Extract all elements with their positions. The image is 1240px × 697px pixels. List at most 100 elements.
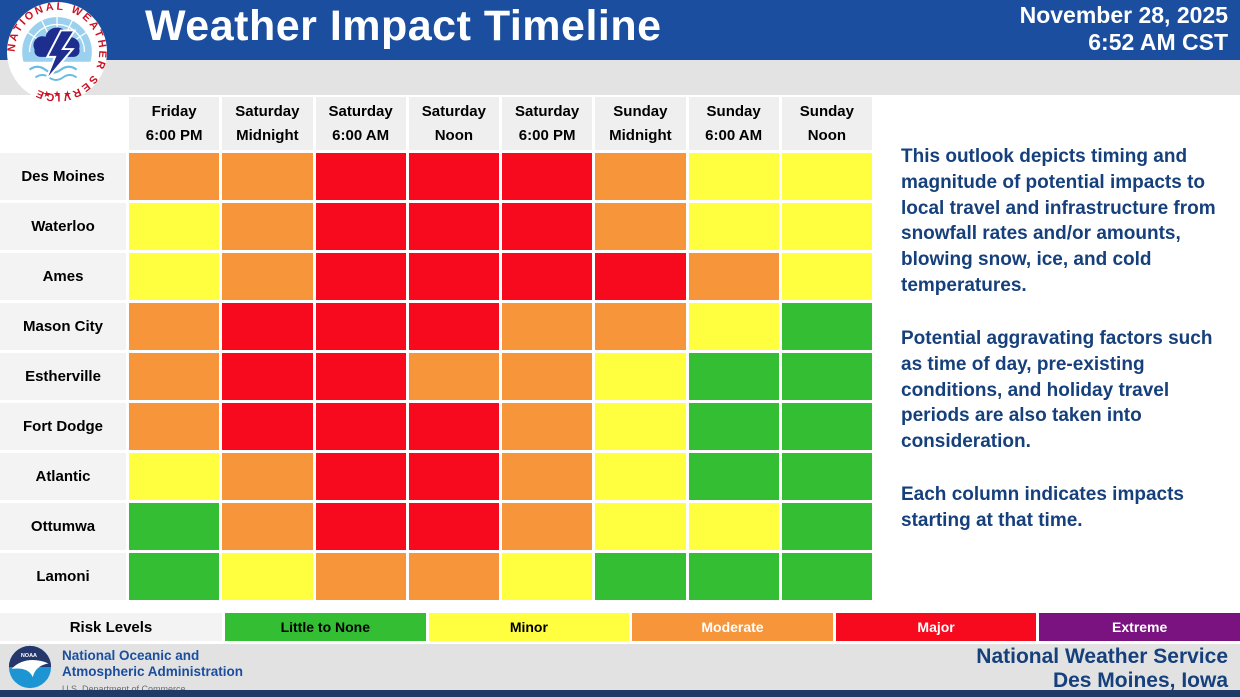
impact-cell	[315, 253, 406, 300]
bottom-accent-strip	[0, 690, 1240, 697]
impact-cell	[408, 353, 499, 400]
impact-cell	[129, 503, 220, 550]
impact-cell	[408, 253, 499, 300]
row-label: Fort Dodge	[0, 403, 126, 450]
impact-cell	[781, 403, 872, 450]
impact-cell	[129, 453, 220, 500]
column-header-time: 6:00 AM	[332, 127, 390, 144]
impact-cell	[688, 253, 779, 300]
row-label: Atlantic	[0, 453, 126, 500]
issue-date: November 28, 2025	[1019, 2, 1228, 28]
legend-swatch-little-to-none: Little to None	[225, 613, 426, 641]
column-header: Sunday 6:00 AM	[688, 97, 779, 150]
impact-cell	[222, 353, 313, 400]
impact-cell	[315, 403, 406, 450]
agency-line1: National Oceanic and	[62, 648, 200, 663]
column-header: Sunday Noon	[781, 97, 872, 150]
impact-cell	[781, 253, 872, 300]
impact-cell	[781, 153, 872, 200]
impact-cell	[408, 503, 499, 550]
impact-cell	[129, 353, 220, 400]
impact-cell	[129, 553, 220, 600]
legend-swatch-moderate: Moderate	[632, 613, 833, 641]
agency-line2: Atmospheric Administration	[62, 664, 244, 680]
impact-cell	[781, 303, 872, 350]
impact-cell	[502, 153, 593, 200]
column-header-time: 6:00 AM	[705, 127, 763, 144]
impact-cell	[688, 503, 779, 550]
impact-cell	[408, 303, 499, 350]
risk-legend: Risk Levels Little to None Minor Moderate M…	[0, 613, 1240, 641]
impact-cell	[688, 153, 779, 200]
impact-cell	[781, 553, 872, 600]
impact-cell	[502, 453, 593, 500]
column-header: Sunday Midnight	[595, 97, 686, 150]
impact-cell	[781, 503, 872, 550]
agency-name: National Oceanic and Atmospheric Adminis…	[62, 648, 243, 695]
grid-corner	[0, 97, 126, 150]
row-label: Waterloo	[0, 203, 126, 250]
impact-cell	[315, 303, 406, 350]
column-header-time: 6:00 PM	[145, 127, 203, 144]
impact-cell	[222, 303, 313, 350]
impact-cell	[222, 453, 313, 500]
impact-cell	[688, 403, 779, 450]
column-header-day: Sunday	[706, 103, 761, 120]
column-header-day: Friday	[151, 103, 197, 120]
impact-cell	[502, 553, 593, 600]
column-header-day: Saturday	[235, 103, 300, 120]
impact-cell	[502, 403, 593, 450]
column-header-day: Sunday	[799, 103, 854, 120]
impact-cell	[408, 553, 499, 600]
impact-cell	[408, 453, 499, 500]
row-label: Ottumwa	[0, 503, 126, 550]
legend-swatch-major: Major	[835, 613, 1037, 641]
page-title: Weather Impact Timeline	[145, 2, 662, 50]
noaa-logo-icon: NOAA	[8, 645, 52, 689]
impact-cell	[408, 153, 499, 200]
column-header-time: Midnight	[236, 127, 299, 144]
svg-text:★ ★ ★: ★ ★ ★	[43, 89, 72, 99]
impact-cell	[595, 153, 686, 200]
column-header-day: Saturday	[421, 103, 486, 120]
impact-cell	[781, 453, 872, 500]
impact-cell	[595, 453, 686, 500]
impact-cell	[688, 203, 779, 250]
nws-seal-icon: NATIONAL WEATHER SERVICE ★ ★ ★	[6, 1, 108, 103]
impact-cell	[595, 303, 686, 350]
column-header-time: 6:00 PM	[518, 127, 576, 144]
column-header-time: Midnight	[609, 127, 672, 144]
impact-cell	[408, 403, 499, 450]
impact-cell	[781, 203, 872, 250]
impact-cell	[502, 253, 593, 300]
outlook-description: This outlook depicts timing and magnitud…	[901, 144, 1233, 561]
impact-cell	[595, 253, 686, 300]
column-header-time: Noon	[807, 127, 847, 144]
description-paragraph: Potential aggravating factors such as ti…	[901, 327, 1213, 453]
impact-cell	[688, 453, 779, 500]
impact-cell	[595, 353, 686, 400]
office-line2: Des Moines, Iowa	[1052, 668, 1228, 692]
row-label: Estherville	[0, 353, 126, 400]
row-label: Ames	[0, 253, 126, 300]
issue-time: 6:52 AM CST	[1088, 29, 1228, 56]
description-paragraph: Each column indicates impacts starting a…	[901, 484, 1184, 531]
column-header-day: Saturday	[328, 103, 393, 120]
impact-cell	[595, 403, 686, 450]
impact-cell	[688, 353, 779, 400]
legend-title: Risk Levels	[0, 613, 222, 641]
impact-cell	[222, 403, 313, 450]
office-line1: National Weather Service	[976, 645, 1228, 668]
impact-cell	[315, 503, 406, 550]
impact-cell	[781, 353, 872, 400]
impact-cell	[315, 353, 406, 400]
impact-cell	[502, 203, 593, 250]
impact-cell	[502, 353, 593, 400]
row-label: Mason City	[0, 303, 126, 350]
impact-cell	[129, 153, 220, 200]
impact-cell	[315, 153, 406, 200]
column-header-time: Noon	[434, 127, 474, 144]
department-label: U.S. Department of Commerce	[62, 683, 186, 694]
impact-cell	[222, 153, 313, 200]
